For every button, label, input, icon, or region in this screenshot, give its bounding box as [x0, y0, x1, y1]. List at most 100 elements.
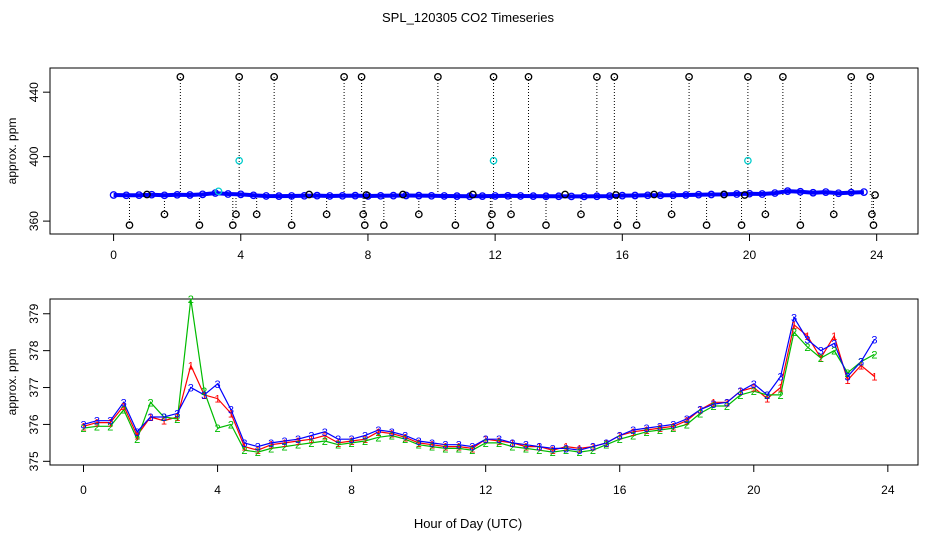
data-point-blue [287, 192, 296, 200]
series-marker-3: 3 [670, 419, 676, 431]
data-point-blue [542, 192, 550, 201]
series-marker-2: 2 [134, 434, 140, 446]
series-marker-1: 1 [255, 445, 261, 457]
series-marker-3: 3 [496, 434, 502, 446]
data-point-blue [783, 187, 792, 195]
series-marker-1: 1 [737, 386, 743, 398]
series-marker-1: 1 [335, 438, 341, 450]
series-marker-3: 3 [349, 434, 355, 446]
y-tick-label: 379 [27, 303, 41, 323]
data-point-cyan [744, 156, 752, 165]
series-marker-2: 2 [442, 443, 448, 455]
series-marker-3: 3 [576, 445, 582, 457]
series-marker-3: 3 [308, 430, 314, 442]
data-point-black [685, 73, 693, 81]
y-axis-label: approx. ppm [5, 349, 19, 416]
series-marker-3: 3 [550, 443, 556, 455]
series-marker-1: 1 [402, 432, 408, 444]
data-point-black [612, 191, 620, 199]
data-point-black [451, 221, 460, 229]
series-line-3 [83, 315, 875, 451]
series-marker-2: 2 [764, 390, 770, 402]
data-point-black [632, 221, 641, 229]
data-point-cyan [235, 156, 244, 165]
series-marker-2: 2 [724, 401, 730, 413]
series-marker-1: 1 [282, 438, 288, 450]
series-marker-1: 1 [643, 425, 649, 437]
series-marker-2: 2 [831, 346, 837, 358]
series-marker-2: 2 [402, 434, 408, 446]
chart-title: SPL_120305 CO2 Timeseries [382, 10, 554, 25]
series-marker-3: 3 [778, 371, 784, 383]
data-point-black [740, 191, 749, 199]
data-point-black [379, 221, 388, 229]
series-marker-1: 1 [134, 430, 140, 442]
series-marker-3: 3 [94, 416, 100, 428]
data-point-blue [453, 192, 461, 200]
series-marker-1: 1 [603, 438, 609, 450]
series-marker-2: 2 [643, 427, 649, 439]
data-point-black [866, 73, 875, 81]
x-tick-label: 20 [747, 483, 761, 497]
data-point-black [287, 221, 296, 229]
series-marker-1: 1 [295, 436, 301, 448]
data-point-blue [186, 191, 194, 199]
series-marker-2: 2 [429, 442, 435, 454]
series-marker-3: 3 [335, 434, 341, 446]
data-point-black [524, 73, 533, 81]
series-marker-2: 2 [241, 445, 247, 457]
series-marker-3: 3 [375, 425, 381, 437]
series-marker-2: 2 [509, 442, 515, 454]
series-marker-1: 1 [764, 394, 770, 406]
series-marker-2: 2 [550, 447, 556, 459]
series-marker-2: 2 [335, 440, 341, 452]
series-line-blue [113, 189, 864, 199]
x-tick-label: 12 [488, 248, 502, 262]
series-marker-1: 1 [563, 442, 569, 454]
series-marker-1: 1 [804, 331, 810, 343]
data-point-black [489, 73, 498, 81]
series-marker-2: 2 [858, 357, 864, 369]
data-point-black [869, 221, 878, 229]
y-axis-label: approx. ppm [5, 118, 19, 185]
data-point-blue [821, 188, 830, 196]
series-marker-3: 3 [416, 436, 422, 448]
top-panel: 0 4 8 12 16 20 24 360 400 440 approx. ppm [5, 67, 919, 262]
series-marker-2: 2 [845, 368, 851, 380]
data-point-blue [135, 191, 143, 200]
x-tick-label: 0 [110, 248, 117, 262]
series-marker-3: 3 [483, 434, 489, 446]
series-marker-1: 1 [456, 442, 462, 454]
series-marker-2: 2 [778, 390, 784, 402]
series-marker-1: 1 [241, 442, 247, 454]
data-point-black [235, 73, 244, 81]
y-tick-label: 375 [27, 451, 41, 471]
series-marker-1: 1 [375, 427, 381, 439]
series-marker-2: 2 [563, 445, 569, 457]
data-point-black [613, 221, 622, 229]
data-point-blue [173, 190, 182, 199]
data-point-blue [249, 191, 258, 200]
series-marker-2: 2 [215, 423, 221, 435]
data-point-blue [707, 190, 716, 199]
series-marker-2: 2 [576, 447, 582, 459]
series-marker-3: 3 [737, 386, 743, 398]
x-tick-label: 8 [348, 483, 355, 497]
y-tick-label: 360 [27, 211, 41, 231]
data-point-blue [224, 190, 232, 198]
data-point-black [362, 191, 371, 199]
data-point-black [761, 210, 770, 219]
series-marker-2: 2 [282, 442, 288, 454]
x-tick-label: 4 [237, 248, 244, 262]
series-marker-1: 1 [724, 397, 730, 409]
series-marker-2: 2 [603, 440, 609, 452]
data-point-black [252, 210, 261, 219]
data-point-blue [834, 189, 843, 198]
series-marker-2: 2 [496, 438, 502, 450]
series-marker-3: 3 [80, 419, 86, 431]
data-point-blue [376, 191, 385, 200]
series-marker-2: 2 [711, 401, 717, 413]
series-marker-1: 1 [161, 416, 167, 428]
data-point-black [542, 221, 550, 229]
